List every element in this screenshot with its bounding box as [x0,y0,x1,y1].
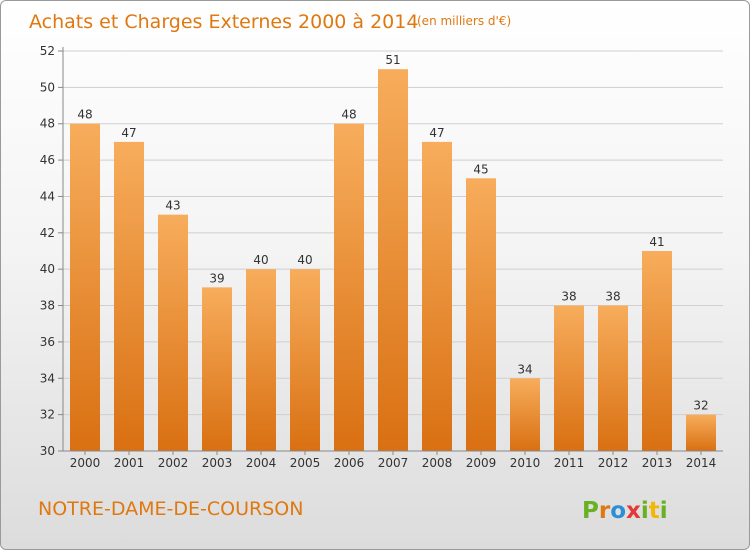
value-label: 47 [121,126,136,140]
logo-letter: r [599,498,611,524]
value-label: 51 [385,53,400,67]
bar-2001 [114,141,144,451]
x-tick-label: 2001 [114,456,145,470]
axes: 30 32 34 36 38 40 42 44 46 48 50 52 2000 2001 2002 2003… [40,44,723,470]
x-tick-label: 2010 [510,456,541,470]
value-label: 32 [693,399,708,413]
bar-2002 [158,214,188,451]
logo-letter: i [660,498,668,524]
x-tick-label: 2003 [202,456,233,470]
x-tick-label: 2012 [598,456,629,470]
logo-letter: P [582,498,599,524]
logo-letter: o [610,498,626,524]
value-label: 40 [253,253,268,267]
chart-unit-label: (en milliers d'€) [417,14,511,28]
bar-2012 [598,305,628,451]
bar-2000 [70,123,100,452]
bar-2013 [642,251,672,451]
bar-2004 [246,269,276,451]
y-tick-label: 42 [40,226,55,240]
x-tick-label: 2002 [158,456,189,470]
value-label: 48 [77,108,92,122]
y-tick-label: 40 [40,262,55,276]
value-label: 38 [561,290,576,304]
y-tick-label: 32 [40,408,55,422]
y-tick-label: 38 [40,299,55,313]
commune-name: NOTRE-DAME-DE-COURSON [38,498,303,520]
proxiti-logo: Proxiti [582,498,668,524]
y-tick-label: 30 [40,444,55,458]
value-label: 34 [517,362,532,376]
y-tick-label: 44 [40,189,55,203]
x-tick-label: 2006 [334,456,365,470]
x-tick-label: 2005 [290,456,321,470]
x-tick-label: 2007 [378,456,409,470]
bar-2008 [422,141,452,451]
x-tick-label: 2014 [686,456,717,470]
x-tick-label: 2008 [422,456,453,470]
y-tick-label: 36 [40,335,55,349]
logo-letter: t [649,498,660,524]
y-tick-label: 46 [40,153,55,167]
bar-2007 [378,69,408,451]
bar-2009 [466,178,496,452]
bar-2005 [290,269,320,451]
bar-2006 [334,123,364,452]
value-label: 47 [429,126,444,140]
bar-2010 [510,378,540,451]
y-tick-label: 50 [40,80,55,94]
y-tick-label: 48 [40,117,55,131]
x-tick-label: 2000 [70,456,101,470]
x-tick-label: 2009 [466,456,497,470]
value-label: 39 [209,271,224,285]
logo-letter: i [641,498,649,524]
value-label: 41 [649,235,664,249]
value-label: 43 [165,199,180,213]
value-label: 38 [605,290,620,304]
bar-2014 [686,414,716,451]
bar-2003 [202,287,232,451]
y-tick-label: 52 [40,44,55,58]
value-label: 40 [297,253,312,267]
value-label: 45 [473,162,488,176]
bar-2011 [554,305,584,451]
chart-title: Achats et Charges Externes 2000 à 2014 [29,11,418,33]
logo-letter: x [626,498,641,524]
x-tick-label: 2004 [246,456,277,470]
x-tick-label: 2013 [642,456,673,470]
x-tick-label: 2011 [554,456,585,470]
bars: 48 47 43 39 40 40 48 51 47 45 34 38 38 41 32 [70,53,716,452]
y-tick-label: 34 [40,371,55,385]
value-label: 48 [341,108,356,122]
